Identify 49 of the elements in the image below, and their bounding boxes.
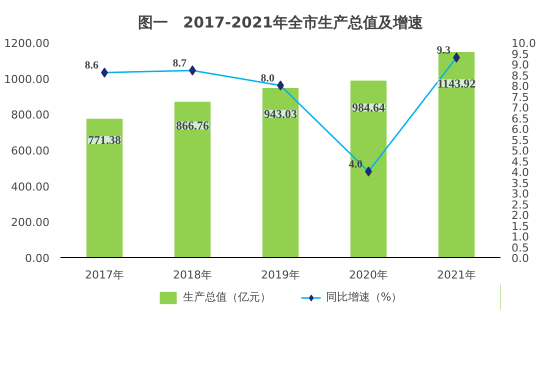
data-label: 943.03: [264, 106, 297, 121]
y2-tick-label: 7.0: [512, 102, 529, 114]
chart-title: 图一 2017-2021年全市生产总值及增速: [138, 14, 424, 32]
legend-label: 生产总值（亿元）: [182, 290, 271, 304]
x-tick-label: 2017年: [85, 268, 124, 282]
x-tick-label: 2020年: [349, 268, 388, 282]
y2-tick-label: 7.5: [512, 90, 529, 104]
y2-tick-label: 8.5: [512, 69, 529, 82]
legend-label: 同比增速（%）: [326, 290, 402, 304]
y2-tick-label: 2.0: [512, 209, 529, 222]
y2-tick-label: 8.0: [512, 80, 529, 93]
bar: [174, 102, 211, 258]
y2-tick-label: 9.0: [512, 58, 529, 72]
y2-tick-label: 1.5: [512, 220, 529, 233]
bar: [86, 118, 123, 258]
data-label: 8.0: [260, 72, 275, 84]
x-tick-label: 2021年: [437, 268, 476, 282]
y-tick-label: 600.00: [11, 144, 50, 158]
y-tick-label: 800.00: [11, 108, 50, 122]
y2-tick-label: 9.5: [512, 48, 529, 61]
y2-tick-label: 3.0: [512, 188, 529, 200]
data-label: 1143.92: [437, 76, 476, 90]
x-tick-label: 2018年: [173, 268, 212, 282]
y2-tick-label: 1.0: [512, 230, 529, 244]
y2-tick-label: 0.0: [512, 252, 529, 265]
y-tick-label: 1000.00: [4, 72, 50, 86]
bar: [262, 88, 299, 258]
y-tick-label: 1200.00: [4, 37, 50, 50]
y2-tick-label: 6.0: [512, 123, 529, 136]
y2-tick-label: 2.5: [512, 198, 529, 212]
data-label: 8.6: [84, 60, 99, 72]
y2-tick-label: 5.0: [512, 144, 529, 158]
y2-tick-label: 6.5: [512, 112, 529, 126]
y-tick-label: 200.00: [11, 216, 50, 230]
data-label: 984.64: [352, 100, 385, 115]
y2-tick-label: 4.0: [512, 166, 529, 179]
data-label: 771.38: [88, 133, 121, 148]
y-tick-label: 400.00: [11, 180, 50, 194]
bar: [438, 52, 475, 258]
y-tick-label: 0.00: [25, 252, 50, 265]
y2-tick-label: 0.5: [512, 241, 529, 254]
y2-tick-label: 4.5: [512, 155, 529, 168]
data-label: 866.76: [176, 118, 209, 132]
y2-tick-label: 10.0: [512, 37, 536, 50]
x-tick-label: 2019年: [261, 268, 300, 282]
bar: [350, 80, 387, 258]
data-label: 8.7: [172, 57, 187, 70]
y2-tick-label: 3.5: [512, 176, 529, 190]
y2-tick-label: 5.5: [512, 134, 529, 147]
